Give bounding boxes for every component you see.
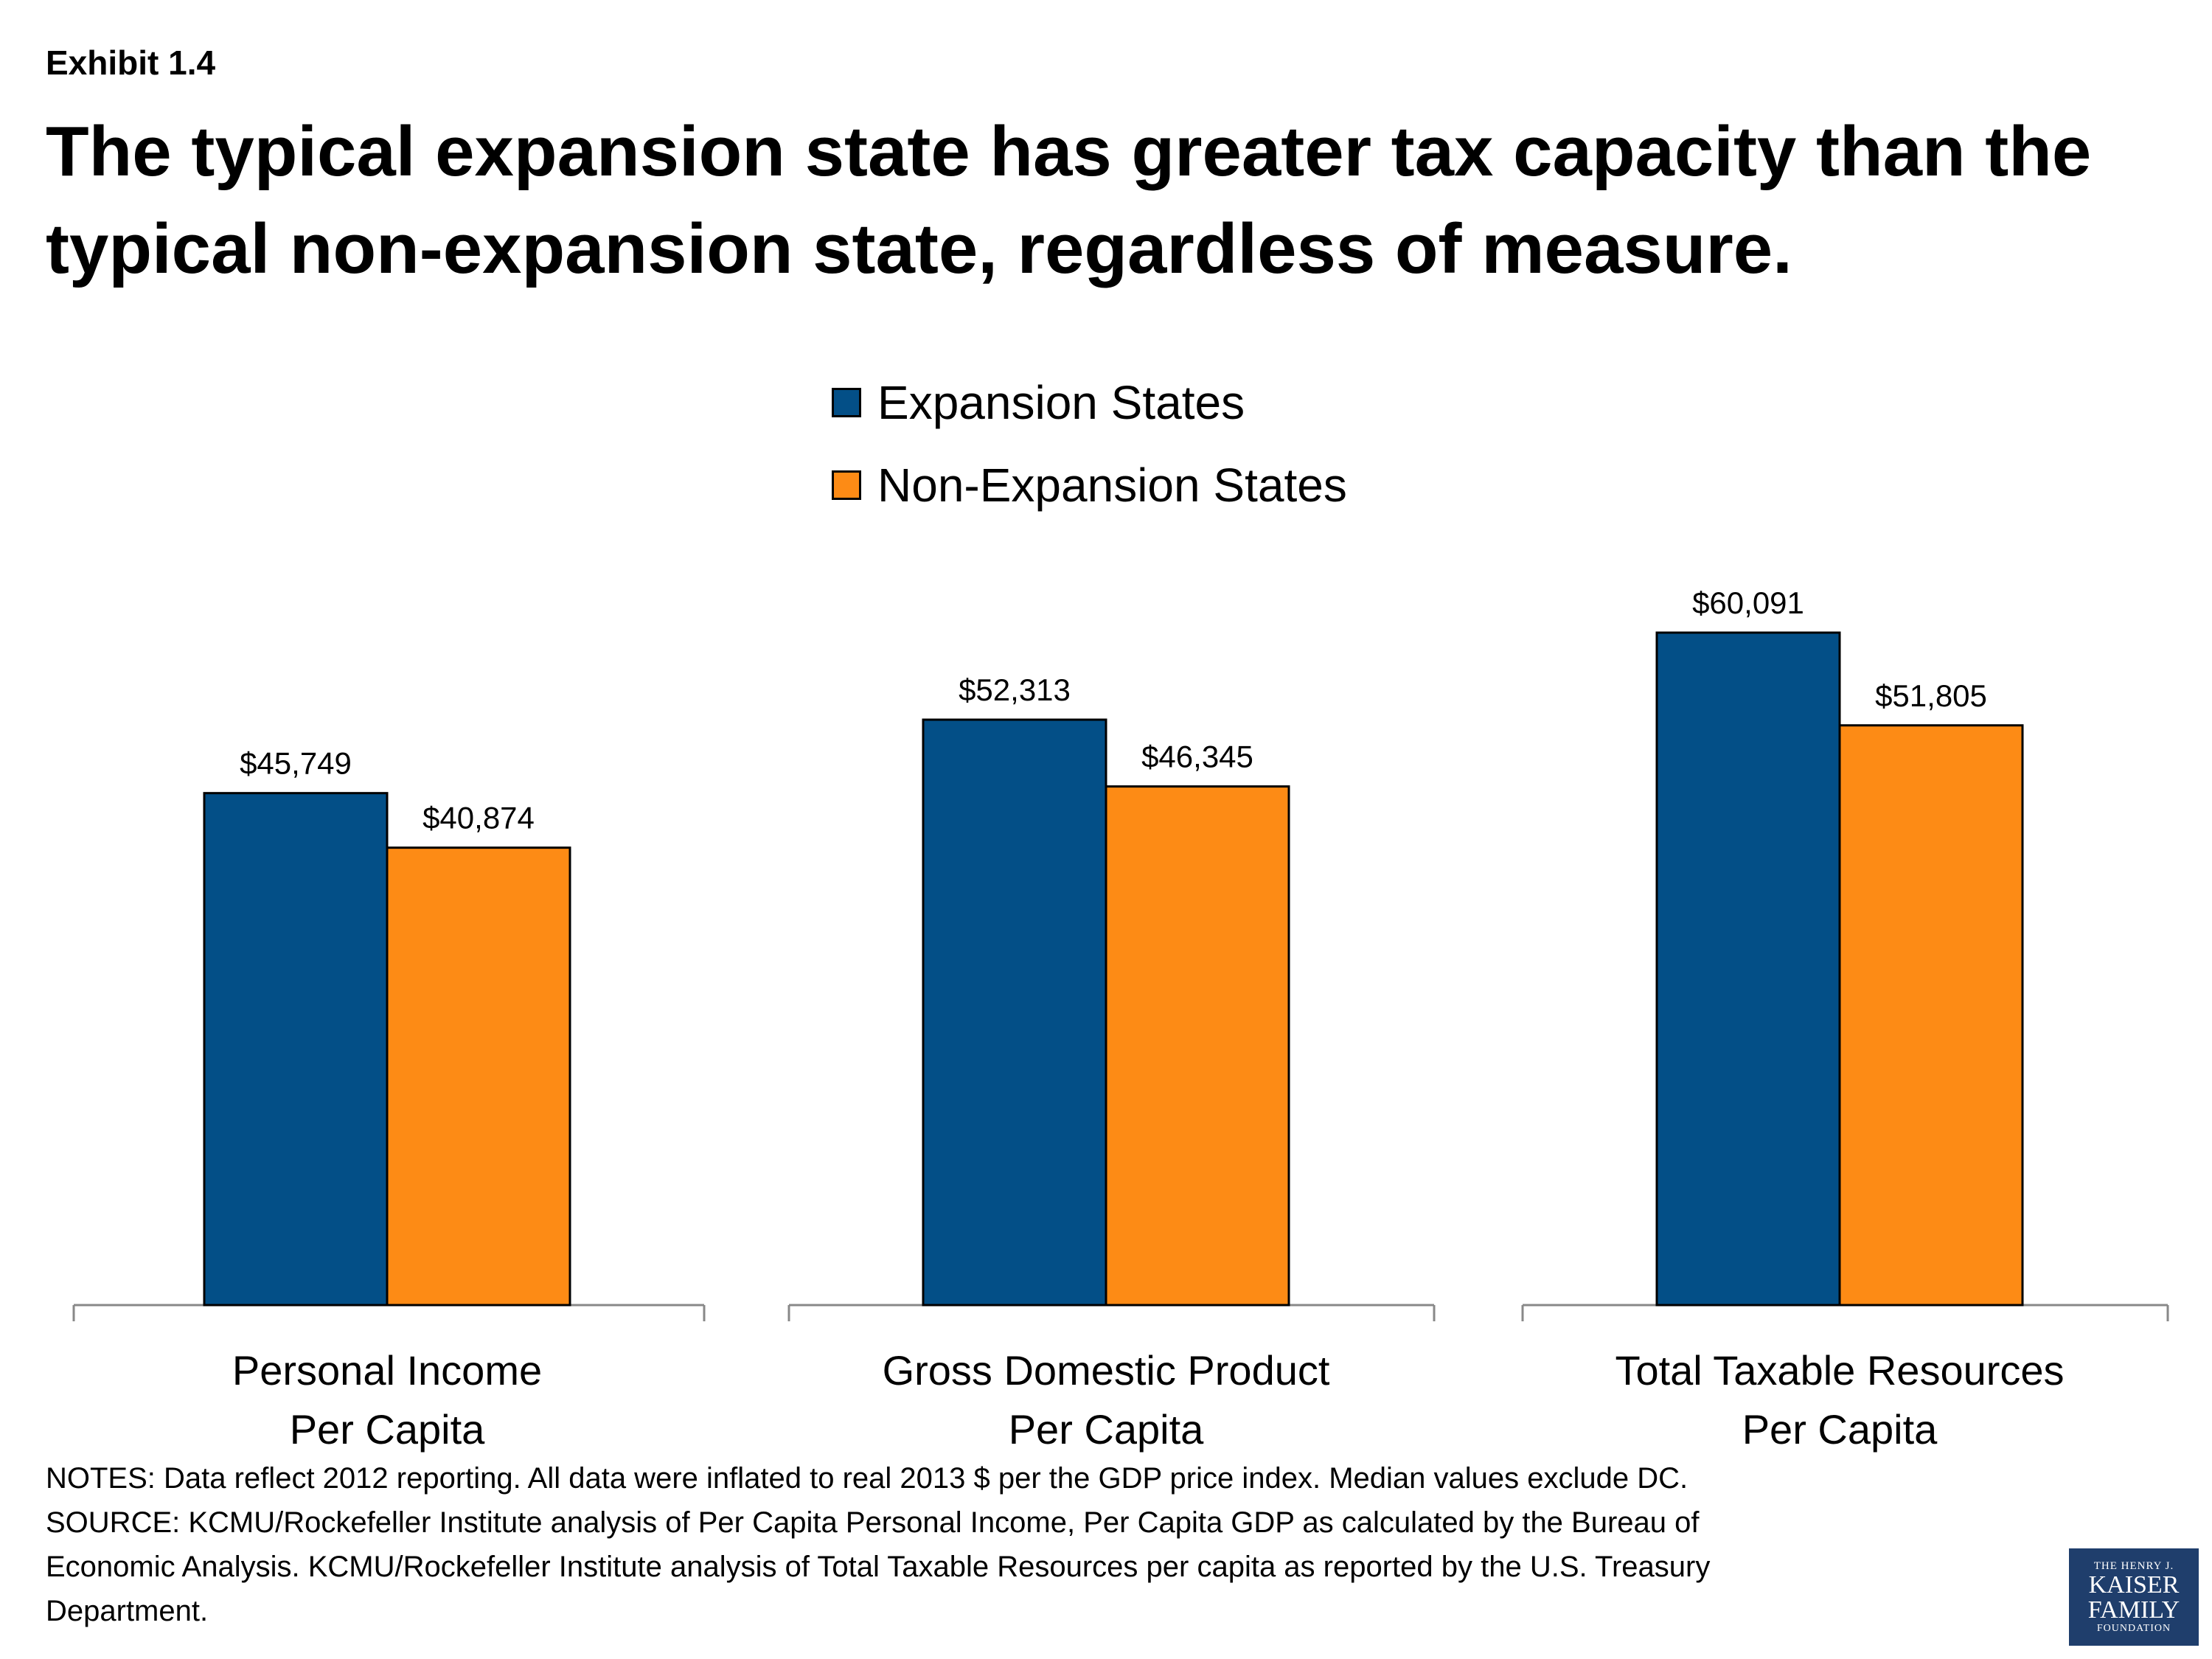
data-label: $52,313	[959, 672, 1071, 707]
chart-title: The typical expansion state has greater …	[46, 112, 2092, 288]
logo-line: FOUNDATION	[2096, 1622, 2171, 1634]
logo-line: THE HENRY J.	[2093, 1559, 2174, 1572]
x-tick-label: Total Taxable Resources	[1615, 1347, 2064, 1394]
exhibit-label: Exhibit 1.4	[46, 44, 216, 82]
notes-line: NOTES: Data reflect 2012 reporting. All …	[46, 1462, 1688, 1495]
bar-non-expansion	[1105, 785, 1290, 1307]
x-tick-label: Per Capita	[1009, 1406, 1204, 1453]
data-label: $51,805	[1875, 678, 1987, 713]
source-line: Department.	[46, 1595, 209, 1627]
legend-label-expansion: Expansion States	[877, 376, 1245, 429]
data-label: $46,345	[1141, 740, 1253, 774]
bar-chart: $45,749 $40,874 Personal Income Per Capita $…	[72, 585, 2169, 1453]
legend-swatch-expansion	[832, 388, 861, 417]
source-line: SOURCE: KCMU/Rockefeller Institute analy…	[46, 1506, 1700, 1539]
legend-label-non-expansion: Non-Expansion States	[877, 459, 1347, 512]
bar-expansion	[922, 718, 1107, 1307]
data-label: $40,874	[422, 801, 535, 835]
legend-item-non-expansion: Non-Expansion States	[832, 444, 1347, 526]
legend-swatch-non-expansion	[832, 470, 861, 500]
x-tick-label: Per Capita	[1742, 1406, 1938, 1453]
notes: NOTES: Data reflect 2012 reporting. All …	[46, 1456, 2037, 1633]
data-label: $45,749	[240, 746, 352, 781]
source-line: Economic Analysis. KCMU/Rockefeller Inst…	[46, 1551, 1711, 1583]
x-tick-label: Personal Income	[232, 1347, 542, 1394]
kff-logo: THE HENRY J. KAISER FAMILY FOUNDATION	[2069, 1548, 2199, 1646]
data-label: $60,091	[1692, 585, 1804, 620]
x-tick-label: Per Capita	[290, 1406, 485, 1453]
x-tick-label: Gross Domestic Product	[883, 1347, 1330, 1394]
legend: Expansion States Non-Expansion States	[832, 361, 1347, 526]
bar-non-expansion	[1838, 724, 2024, 1307]
bar-expansion	[1655, 631, 1841, 1307]
legend-item-expansion: Expansion States	[832, 361, 1347, 444]
bar-expansion	[203, 792, 389, 1307]
logo-line: FAMILY	[2087, 1596, 2180, 1624]
logo-line: KAISER	[2088, 1571, 2180, 1599]
bar-non-expansion	[386, 846, 571, 1307]
